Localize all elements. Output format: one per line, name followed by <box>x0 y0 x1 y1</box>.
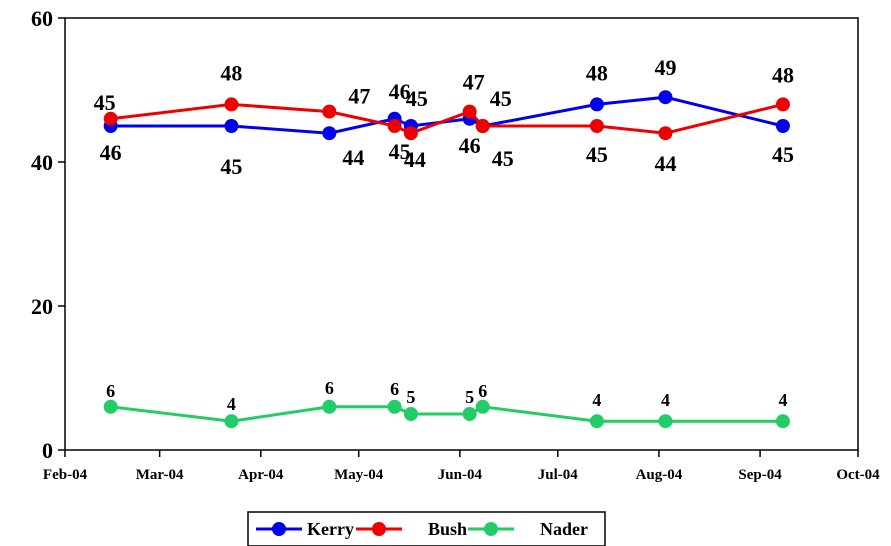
kerry-data-label: 45 <box>772 142 794 167</box>
nader-point <box>103 399 118 414</box>
nader-data-label: 4 <box>661 390 670 410</box>
bush-legend-marker <box>372 522 386 536</box>
nader-point <box>475 399 490 414</box>
kerry-data-label: 49 <box>654 55 676 80</box>
bush-data-label: 47 <box>463 70 485 95</box>
bush-data-label: 47 <box>348 84 370 109</box>
y-tick-label: 0 <box>42 438 53 463</box>
bush-point <box>103 111 118 126</box>
nader-point <box>462 407 477 421</box>
nader-data-label: 5 <box>465 387 474 407</box>
kerry-point <box>658 90 673 105</box>
kerry-data-label: 48 <box>586 60 608 85</box>
x-axis-ticks: Feb-04 Mar-04 Apr-04 May-04 Jun-04 Jul-04 Aug-… <box>43 450 880 483</box>
x-tick-label: Aug-04 <box>636 467 683 483</box>
kerry-point <box>322 126 337 141</box>
nader-point <box>589 414 604 429</box>
nader-point <box>775 414 790 429</box>
kerry-data-label: 45 <box>406 86 428 111</box>
nader-line <box>110 405 783 423</box>
nader-legend-marker <box>484 522 498 536</box>
bush-data-label: 48 <box>220 60 242 85</box>
kerry-data-label: 45 <box>220 154 242 179</box>
bush-data-label: 48 <box>772 62 794 87</box>
kerry-data-label: 46 <box>459 133 481 158</box>
bush-point <box>475 119 490 133</box>
bush-data-label: 45 <box>94 90 116 115</box>
bush-point <box>403 126 418 141</box>
bush-point <box>224 97 239 112</box>
bush-data-label: 45 <box>492 146 514 171</box>
bush-point <box>387 119 402 133</box>
nader-point <box>224 414 239 429</box>
nader-data-label: 6 <box>390 379 399 399</box>
nader-legend-label: Nader <box>540 519 588 539</box>
kerry-legend-label: Kerry <box>307 519 354 539</box>
x-tick-label: Mar-04 <box>136 467 184 483</box>
kerry-data-label: 45 <box>490 86 512 111</box>
legend: Kerry Bush Nader <box>247 511 606 546</box>
x-tick-label: Jun-04 <box>438 467 483 483</box>
x-tick-label: Oct-04 <box>836 467 880 483</box>
bush-point <box>589 119 604 133</box>
bush-data-label: 44 <box>404 147 426 172</box>
bush-point <box>322 104 337 119</box>
kerry-point <box>775 119 790 133</box>
nader-data-label: 4 <box>592 390 601 410</box>
x-tick-label: Apr-04 <box>238 467 284 483</box>
bush-data-label: 45 <box>389 139 411 164</box>
kerry-data-label: 46 <box>100 140 122 165</box>
x-tick-label: May-04 <box>334 467 384 483</box>
plot-area-frame <box>64 17 859 451</box>
nader-data-label: 4 <box>227 394 236 414</box>
legend-box <box>247 511 606 546</box>
kerry-data-label: 46 <box>389 79 411 104</box>
nader-data-label: 4 <box>778 390 787 410</box>
y-tick-label: 40 <box>31 150 53 175</box>
nader-data-label: 6 <box>106 381 115 401</box>
bush-legend-label: Bush <box>428 519 467 539</box>
bush-line <box>110 102 784 135</box>
kerry-legend-marker <box>272 522 286 536</box>
nader-point <box>403 407 418 421</box>
nader-data-label: 6 <box>478 381 487 401</box>
nader-point <box>658 414 673 429</box>
y-axis-ticks: 0 20 40 60 <box>31 6 65 463</box>
bush-point <box>775 97 790 112</box>
bush-point <box>462 104 477 119</box>
nader-point <box>322 399 337 414</box>
bush-point <box>658 126 673 141</box>
x-tick-label: Feb-04 <box>43 467 88 483</box>
bush-data-label: 45 <box>586 142 608 167</box>
nader-data-label: 6 <box>325 378 334 398</box>
nader-point <box>387 399 402 414</box>
chart-axes <box>64 17 859 451</box>
series-group <box>103 90 790 429</box>
bush-data-label: 44 <box>654 151 676 176</box>
kerry-point <box>589 97 604 112</box>
y-tick-label: 60 <box>31 6 53 31</box>
x-tick-label: Sep-04 <box>738 467 782 483</box>
kerry-data-label: 44 <box>342 145 364 170</box>
x-tick-label: Jul-04 <box>538 467 579 483</box>
kerry-point <box>224 119 239 133</box>
nader-data-label: 5 <box>406 387 415 407</box>
y-tick-label: 20 <box>31 294 53 319</box>
